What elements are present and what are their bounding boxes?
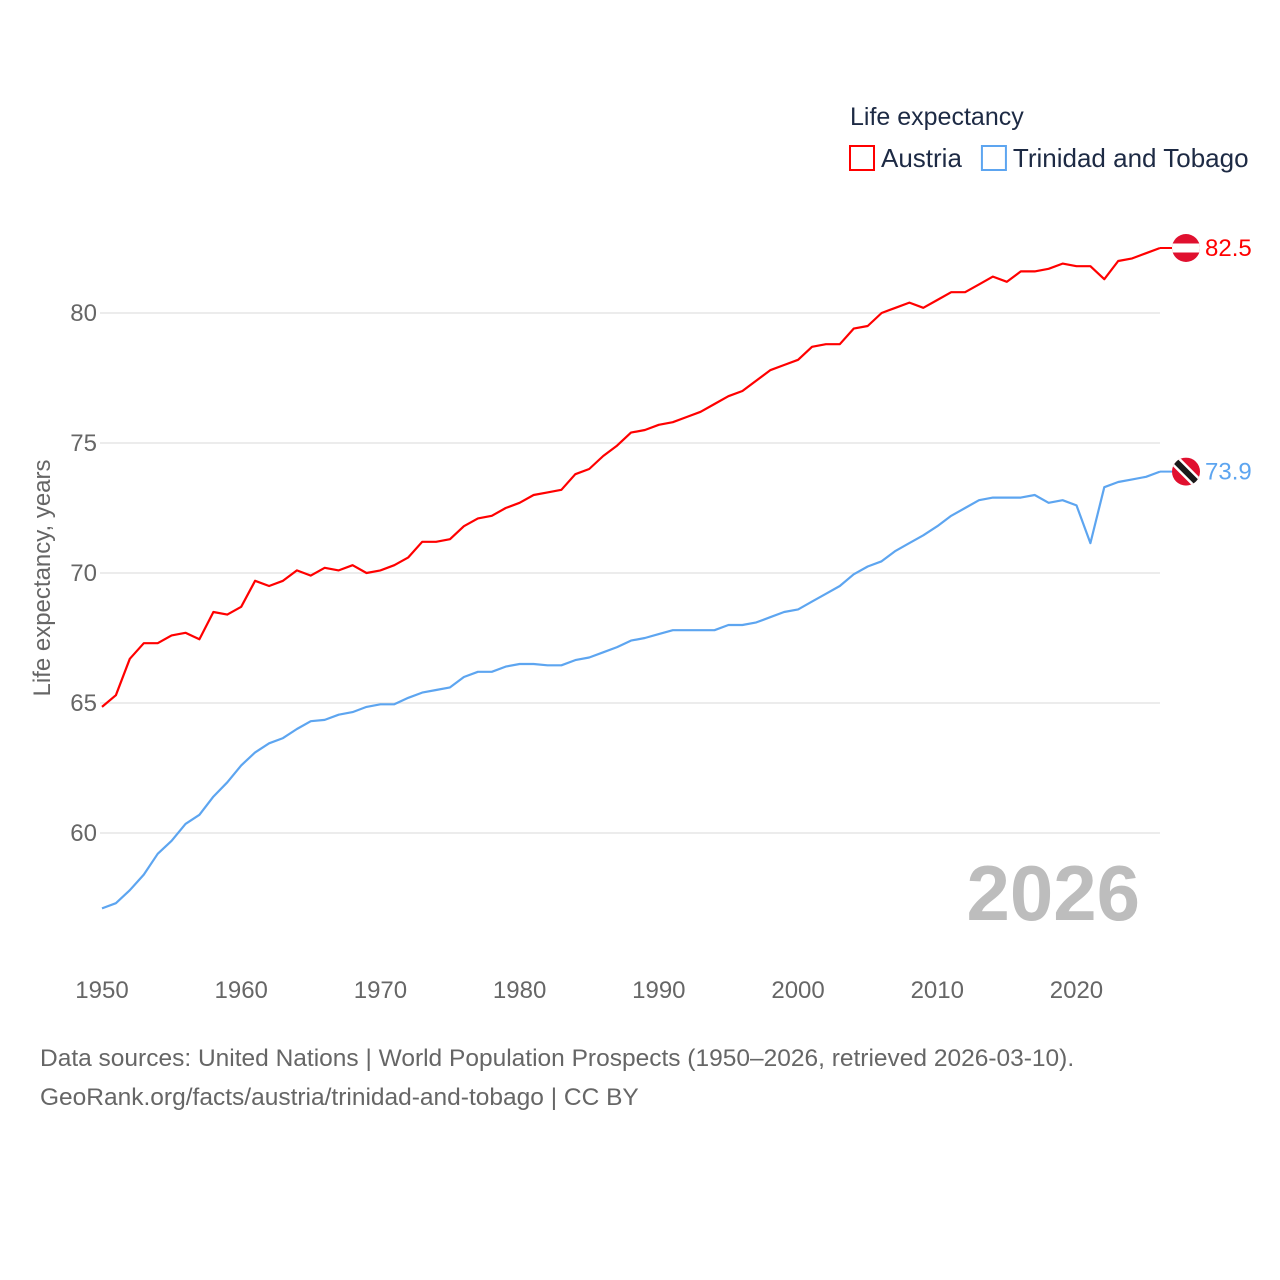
legend-swatch — [980, 145, 1007, 171]
x-tick-label: 1980 — [493, 977, 546, 1004]
legend-label: Austria — [881, 143, 962, 173]
y-tick-label: 65 — [70, 690, 97, 717]
y-tick-label: 75 — [70, 430, 97, 457]
legend-swatch — [849, 145, 875, 171]
attribution-note: GeoRank.org/facts/austria/trinidad-and-t… — [40, 1084, 639, 1111]
legend-title: Life expectancy — [850, 103, 1024, 131]
y-tick-label: 80 — [70, 300, 97, 327]
x-tick-label: 2010 — [911, 977, 964, 1004]
series-line-trinidad-and-tobago — [101, 470, 1161, 910]
end-value-label: 73.9 — [1205, 459, 1252, 486]
legend-label: Trinidad and Tobago — [1013, 143, 1249, 173]
x-tick-label: 1950 — [75, 977, 128, 1004]
x-tick-label: 1960 — [215, 977, 268, 1004]
austria-flag-icon — [1172, 234, 1200, 262]
x-tick-label: 2000 — [771, 977, 824, 1004]
x-tick-label: 1970 — [354, 977, 407, 1004]
data-source-note: Data sources: United Nations | World Pop… — [40, 1045, 1075, 1072]
trinidad-and-tobago-flag-icon — [1172, 457, 1200, 486]
x-tick-label: 1990 — [632, 977, 685, 1004]
y-tick-label: 60 — [70, 820, 97, 847]
legend: Life expectancy Austria Trinidad and Toba… — [849, 103, 1249, 173]
end-value-label: 82.5 — [1205, 235, 1252, 262]
legend-item-trinidad-and-tobago[interactable]: Trinidad and Tobago — [980, 143, 1249, 173]
y-axis-label: Life expectancy, years — [29, 459, 56, 696]
x-tick-label: 2020 — [1050, 977, 1103, 1004]
legend-item-austria[interactable]: Austria — [849, 143, 962, 173]
current-year-watermark: 2026 — [966, 849, 1140, 937]
y-tick-label: 70 — [70, 560, 97, 587]
series-line-austria — [101, 246, 1161, 708]
